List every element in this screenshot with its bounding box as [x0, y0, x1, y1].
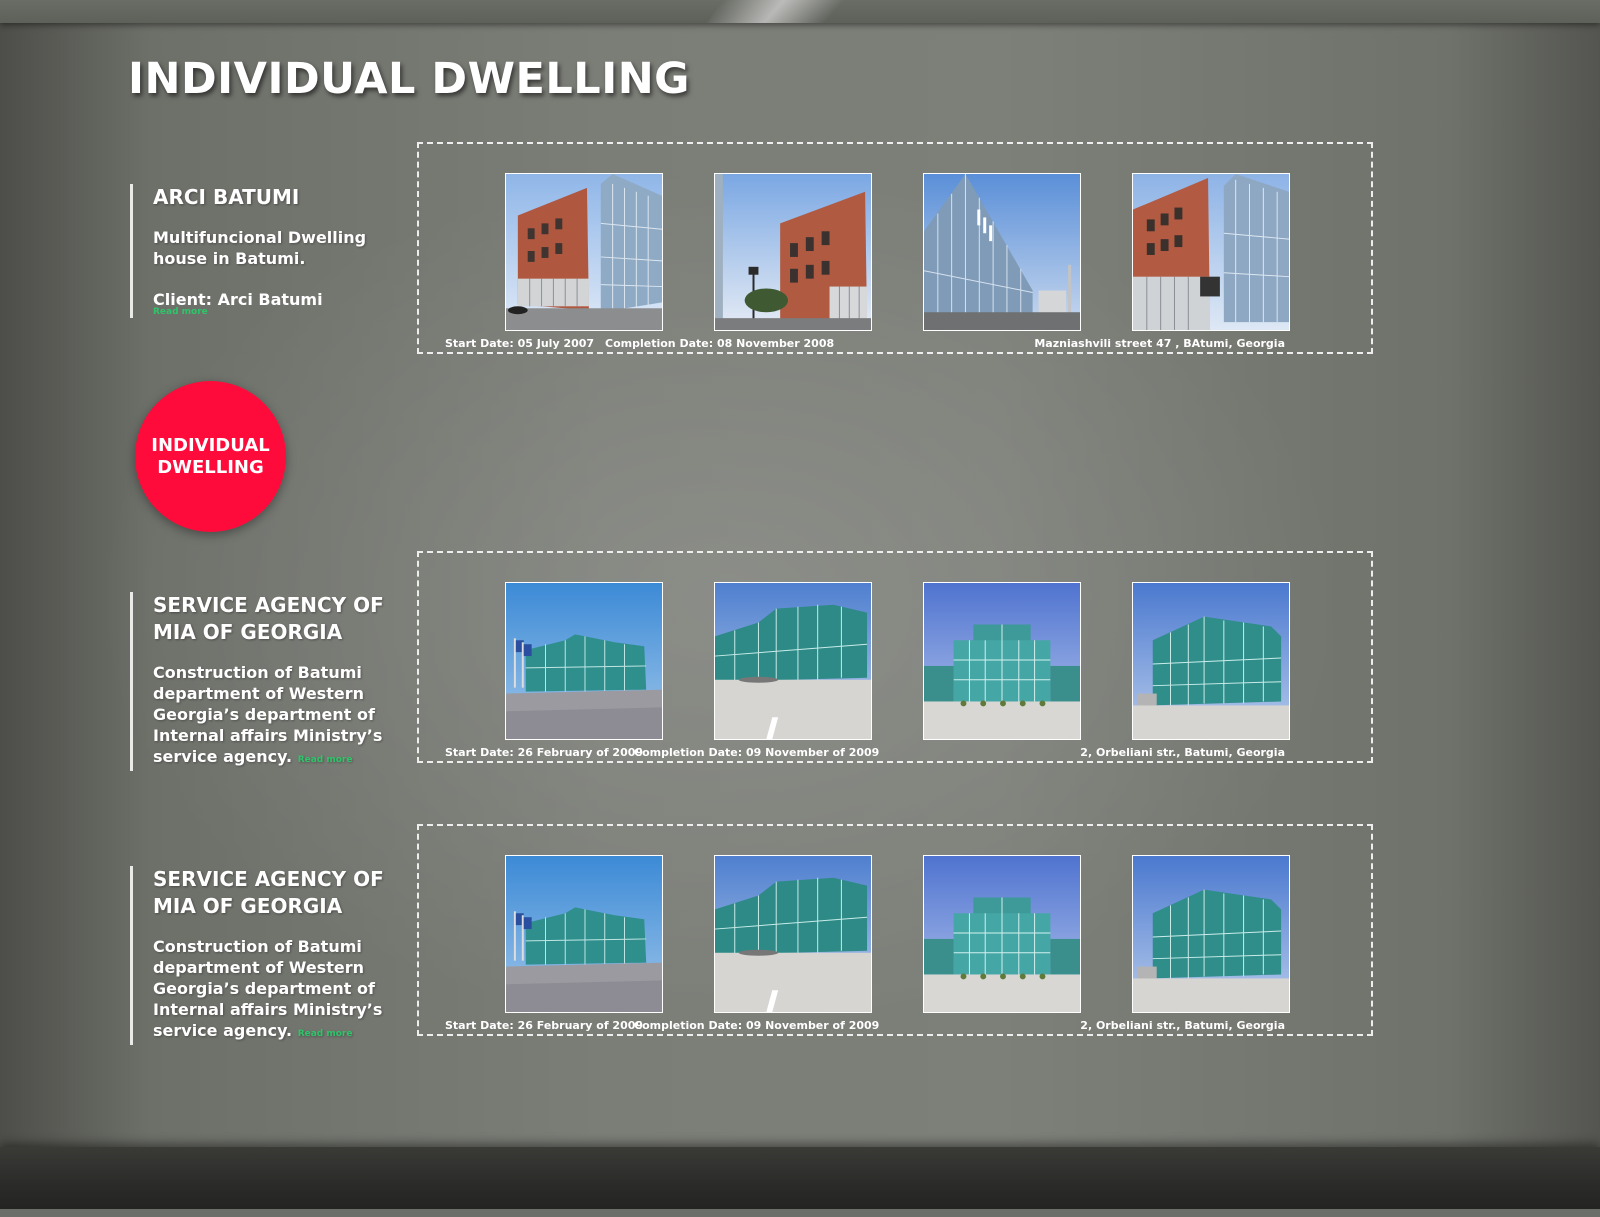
- footer-bar: [0, 1147, 1600, 1209]
- read-more-link[interactable]: Read more: [297, 1029, 353, 1039]
- project-completion-date: Completion Date: 08 November 2008: [605, 337, 835, 350]
- glass-facade-photo[interactable]: [923, 173, 1081, 331]
- page-title: INDIVIDUAL DWELLING: [128, 54, 690, 104]
- glass-office-corner-photo[interactable]: [714, 582, 872, 740]
- project-description: Multifuncional Dwelling house in Batumi.: [153, 228, 367, 268]
- project-address: 2, Orbeliani str., Batumi, Georgia: [1080, 1019, 1285, 1032]
- project-info-arci-batumi: ARCI BATUMI Multifuncional Dwelling hous…: [130, 184, 403, 318]
- project-client: Client: Arci Batumi: [153, 290, 323, 309]
- project-address: Mazniashvili street 47 , BAtumi, Georgia: [1034, 337, 1285, 350]
- project-description-text: Construction of Batumi department of Wes…: [153, 663, 383, 766]
- project-description: Construction of Batumi department of Wes…: [153, 662, 403, 771]
- brick-glass-building-photo[interactable]: [505, 173, 663, 331]
- glass-office-front-photo[interactable]: [923, 855, 1081, 1013]
- footer-strip: [0, 1209, 1600, 1217]
- glass-office-front-photo[interactable]: [923, 582, 1081, 740]
- project-address: 2, Orbeliani str., Batumi, Georgia: [1080, 746, 1285, 759]
- project-start-date: Start Date: 26 February of 2009: [445, 1019, 644, 1032]
- project-title: SERVICE AGENCY OF MIA OF GEORGIA: [153, 867, 384, 918]
- read-more-link[interactable]: Read more: [297, 755, 353, 765]
- project-gallery-arci-batumi: Start Date: 05 July 2007 Completion Date…: [417, 142, 1373, 354]
- project-completion-date: Completion Date: 09 November of 2009: [634, 746, 880, 759]
- project-completion-date: Completion Date: 09 November of 2009: [634, 1019, 880, 1032]
- project-title: SERVICE AGENCY OF MIA OF GEORGIA: [153, 593, 384, 644]
- project-description-text: Construction of Batumi department of Wes…: [153, 937, 383, 1040]
- top-bar: [0, 0, 1600, 23]
- glass-office-corner-photo[interactable]: [714, 855, 872, 1013]
- project-info-service-agency: SERVICE AGENCY OF MIA OF GEORGIA Constru…: [130, 592, 403, 771]
- glass-office-wide-photo[interactable]: [505, 855, 663, 1013]
- project-info-service-agency-2: SERVICE AGENCY OF MIA OF GEORGIA Constru…: [130, 866, 403, 1045]
- project-gallery-service-agency: Start Date: 26 February of 2009 Completi…: [417, 551, 1373, 763]
- project-gallery-service-agency-2: Start Date: 26 February of 2009 Completi…: [417, 824, 1373, 1036]
- read-more-link[interactable]: Read more: [153, 307, 208, 317]
- glass-office-wide-photo[interactable]: [505, 582, 663, 740]
- project-description: Construction of Batumi department of Wes…: [153, 936, 403, 1045]
- individual-dwelling-badge[interactable]: INDIVIDUAL DWELLING: [135, 381, 286, 532]
- top-bar-shine: [706, 0, 894, 23]
- badge-label: INDIVIDUAL DWELLING: [151, 434, 270, 478]
- brick-glass-corner-photo[interactable]: [1132, 173, 1290, 331]
- project-start-date: Start Date: 05 July 2007: [445, 337, 595, 350]
- brick-facade-street-photo[interactable]: [714, 173, 872, 331]
- project-start-date: Start Date: 26 February of 2009: [445, 746, 644, 759]
- project-title: ARCI BATUMI: [153, 185, 300, 209]
- glass-office-side-photo[interactable]: [1132, 855, 1290, 1013]
- glass-office-side-photo[interactable]: [1132, 582, 1290, 740]
